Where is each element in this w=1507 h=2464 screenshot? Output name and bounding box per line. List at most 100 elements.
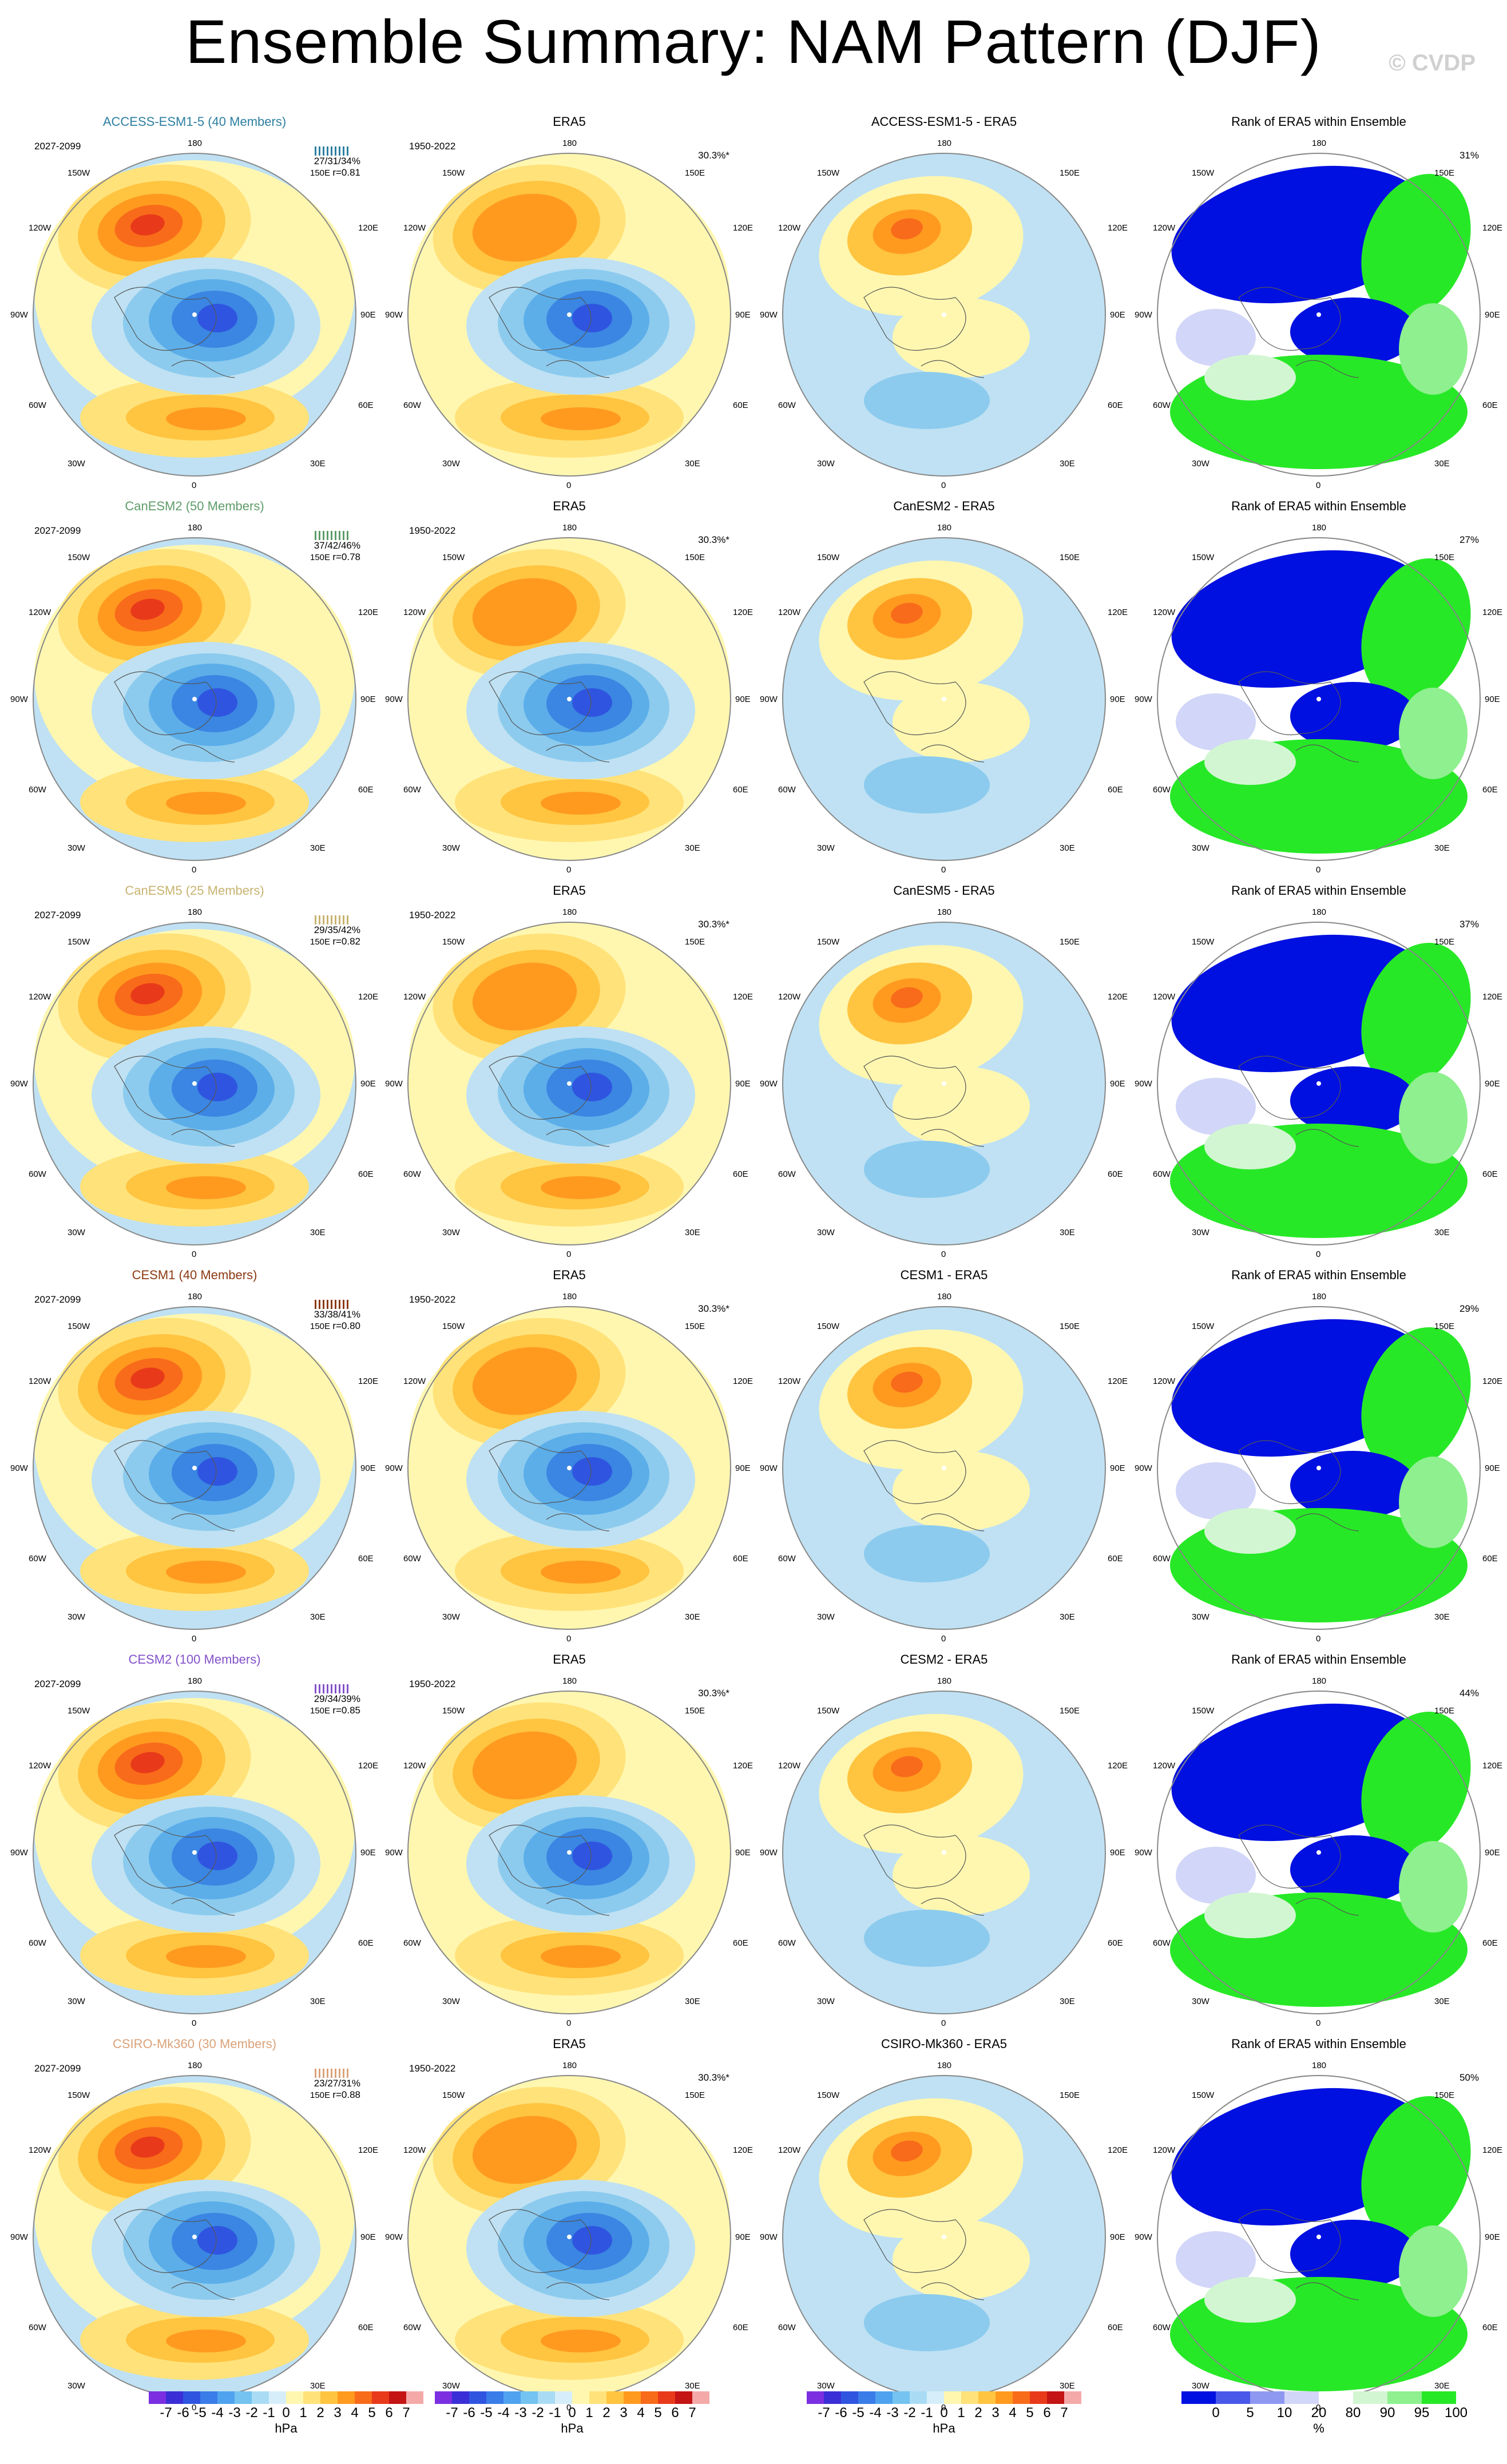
map-label-top: 180 (1312, 2061, 1327, 2070)
map-label-ul1: 150W (817, 1322, 840, 1331)
colorbar-tick: 95 (1414, 2405, 1430, 2421)
variance-explained: 30.3%* (698, 534, 729, 545)
map-label-top: 180 (562, 907, 577, 917)
map-label-top: 180 (937, 907, 952, 917)
map-label-lr1: 60E (1108, 1938, 1123, 1948)
map-label-bottom: 0 (192, 2018, 197, 2028)
map-label-ll2: 30W (1192, 1997, 1209, 2006)
map-label-ll1: 60W (29, 2323, 46, 2332)
map-label-ur2: 120E (733, 1761, 754, 1771)
period-label: 2027-2099 (34, 141, 81, 152)
map-label-top: 180 (1312, 907, 1327, 917)
map-label-right: 90E (735, 1079, 751, 1089)
colorbar-tick: 5 (368, 2405, 376, 2421)
map-label-lr1: 60E (1482, 1938, 1498, 1948)
map-label-top: 180 (1312, 1676, 1327, 1686)
map-label-bottom: 0 (1316, 2403, 1321, 2413)
map-label-bottom: 0 (192, 2403, 197, 2413)
panel-title: ERA5 (553, 114, 586, 129)
map-label-bottom: 0 (192, 1634, 197, 1644)
map-label-left: 90W (385, 695, 403, 704)
map-label-left: 90W (10, 695, 28, 704)
map-label-ur2: 120E (358, 2145, 379, 2155)
polar-map-model (33, 2075, 356, 2399)
map-label-ur2: 120E (1108, 992, 1128, 1002)
map-label-bottom: 0 (941, 1249, 946, 1259)
map-label-lr2: 30E (1060, 1228, 1075, 1237)
colorbar-unit: hPa (933, 2421, 955, 2435)
map-label-ur1: 150E (685, 2090, 705, 2100)
colorbar-tick: 1 (299, 2405, 307, 2421)
map-label-ur2: 120E (1108, 223, 1128, 233)
map-label-ur1: 150E (685, 937, 705, 947)
panel-title: Rank of ERA5 within Ensemble (1231, 114, 1406, 129)
map-label-ll1: 60W (778, 2323, 796, 2332)
map-label-lr2: 30E (1434, 843, 1450, 853)
map-label-lr2: 30E (685, 459, 700, 469)
map-label-ll1: 60W (403, 1554, 421, 1564)
panel-rank-3: Rank of ERA5 within Ensemble 29% 180 0 90W 90… (1135, 1268, 1503, 1652)
colorbar-tick: 2 (602, 2405, 610, 2421)
map-label-ur1: 150E (1434, 2090, 1455, 2100)
map-label-right: 90E (1110, 1848, 1125, 1858)
map-label-ll2: 30W (1192, 1612, 1209, 1622)
panel-obs-0: ERA5 1950-2022 30.3%* 180 0 90W 90E 150W 120W 60W… (385, 114, 753, 499)
map-label-left: 90W (760, 695, 778, 704)
colorbar-labels: -7 -6 -5 -4 -3 -2 -1 0 1 2 3 4 5 6 7 (435, 2404, 709, 2421)
colorbar-tick: -1 (921, 2405, 933, 2421)
colorbar-labels: -7 -6 -5 -4 -3 -2 -1 0 1 2 3 4 5 6 7 (807, 2404, 1081, 2421)
map-label-ul2: 120W (778, 1376, 801, 1386)
colorbar-tick: -5 (194, 2405, 207, 2421)
map-label-ll2: 30W (68, 843, 85, 853)
map-label-right: 90E (360, 695, 376, 704)
map-label-top: 180 (562, 523, 577, 533)
ensemble-stats: 29/35/42% r=0.82 (292, 910, 360, 947)
panel-title: Rank of ERA5 within Ensemble (1231, 499, 1406, 513)
map-label-left: 90W (385, 1848, 403, 1858)
panel-model-3: CESM1 (40 Members) 2027-2099 33/38/41% r=… (10, 1268, 378, 1652)
panel-title: Rank of ERA5 within Ensemble (1231, 2037, 1406, 2051)
ensemble-stats: 27/31/34% r=0.81 (292, 141, 360, 178)
map-label-lr2: 30E (1060, 459, 1075, 469)
map-label-lr1: 60E (1108, 400, 1123, 410)
map-label-ur1: 150E (1060, 937, 1080, 947)
pct-range: 33/38/41% (314, 1309, 360, 1320)
map-label-lr2: 30E (1434, 459, 1450, 469)
polar-map-diff (782, 922, 1106, 1245)
map-label-ul2: 120W (1153, 1376, 1176, 1386)
colorbar-tick: 7 (402, 2405, 410, 2421)
map-label-ll2: 30W (442, 1612, 460, 1622)
map-label-ul2: 120W (778, 992, 801, 1002)
map-label-right: 90E (1485, 695, 1500, 704)
map-label-lr1: 60E (733, 1554, 748, 1564)
map-label-ul2: 120W (1153, 992, 1176, 1002)
polar-map-diff (782, 1306, 1106, 1630)
polar-map-obs (407, 1306, 731, 1630)
colorbar-tick: 100 (1444, 2405, 1468, 2421)
member-ticks (292, 141, 360, 156)
map-label-top: 180 (1312, 1292, 1327, 1302)
map-label-left: 90W (1135, 310, 1152, 320)
pattern-correlation: r=0.82 (332, 936, 360, 947)
colorbar-tick: -4 (497, 2405, 510, 2421)
colorbar-tick: 3 (620, 2405, 628, 2421)
map-label-ll2: 30W (817, 843, 835, 853)
map-label-ul1: 150W (68, 168, 90, 178)
member-ticks (292, 1679, 360, 1693)
colorbar-tick: 90 (1379, 2405, 1395, 2421)
map-label-lr1: 60E (1108, 1169, 1123, 1179)
map-label-bottom: 0 (941, 865, 946, 875)
variance-explained: 30.3%* (698, 919, 729, 930)
map-label-ul2: 120W (29, 608, 51, 617)
map-label-ll2: 30W (68, 459, 85, 469)
map-label-ul1: 150W (68, 937, 90, 947)
panel-title: ERA5 (553, 499, 586, 513)
map-label-lr1: 60E (358, 1938, 374, 1948)
map-label-ur2: 120E (1482, 1376, 1503, 1386)
polar-map-model (33, 1691, 356, 2014)
map-label-ul1: 150W (442, 2090, 465, 2100)
map-label-ul2: 120W (778, 1761, 801, 1771)
map-label-ur1: 150E (1434, 553, 1455, 562)
panel-model-4: CESM2 (100 Members) 2027-2099 29/34/39% r… (10, 1652, 378, 2037)
period-label: 2027-2099 (34, 910, 81, 920)
